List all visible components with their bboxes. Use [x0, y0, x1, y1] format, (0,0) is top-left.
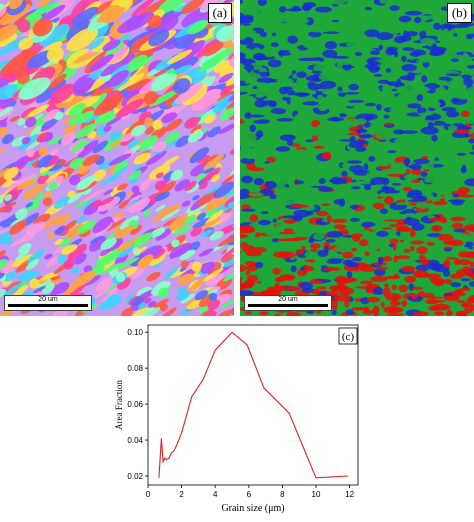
series-line	[159, 332, 348, 478]
plot-frame	[148, 325, 358, 485]
scale-bar-b: 20 um	[244, 295, 332, 311]
scale-bar-text-b: 20 um	[245, 295, 331, 304]
grain-size-chart-panel: 0 2 4 6 8 10 12 0.02 0.04 0.06 0.08 0.10 (c) Grain …	[108, 322, 372, 517]
y-tick-label: 0.04	[127, 436, 143, 445]
x-tick-label: 4	[213, 490, 218, 499]
orientation-map-panel: (a) 20 um	[0, 0, 234, 316]
orientation-map-image	[0, 0, 234, 316]
phase-map-panel: (b) 20 um	[240, 0, 474, 316]
scale-bar-text-a: 20 um	[5, 295, 91, 304]
y-tick-label: 0.08	[127, 364, 143, 373]
scale-bar-line-a	[8, 304, 88, 307]
y-tick-label: 0.06	[127, 400, 143, 409]
x-tick-label: 12	[345, 490, 354, 499]
x-axis-label: Grain size (μm)	[221, 503, 284, 514]
phase-map-image	[240, 0, 474, 316]
y-axis-label: Area Fraction	[114, 380, 124, 430]
x-tick-label: 2	[179, 490, 184, 499]
scale-bar-line-b	[248, 304, 328, 307]
x-tick-label: 0	[146, 490, 151, 499]
y-tick-label: 0.10	[127, 328, 143, 337]
x-tick-label: 10	[312, 490, 321, 499]
y-tick-label: 0.02	[127, 472, 143, 481]
scale-bar-a: 20 um	[4, 295, 92, 311]
panel-label-b: (b)	[447, 3, 472, 23]
panel-label-a: (a)	[208, 3, 232, 23]
x-tick-label: 6	[247, 490, 252, 499]
chart-label: (c)	[342, 331, 355, 343]
x-tick-label: 8	[280, 490, 285, 499]
grain-size-chart: 0 2 4 6 8 10 12 0.02 0.04 0.06 0.08 0.10 (c) Grain …	[108, 322, 372, 517]
